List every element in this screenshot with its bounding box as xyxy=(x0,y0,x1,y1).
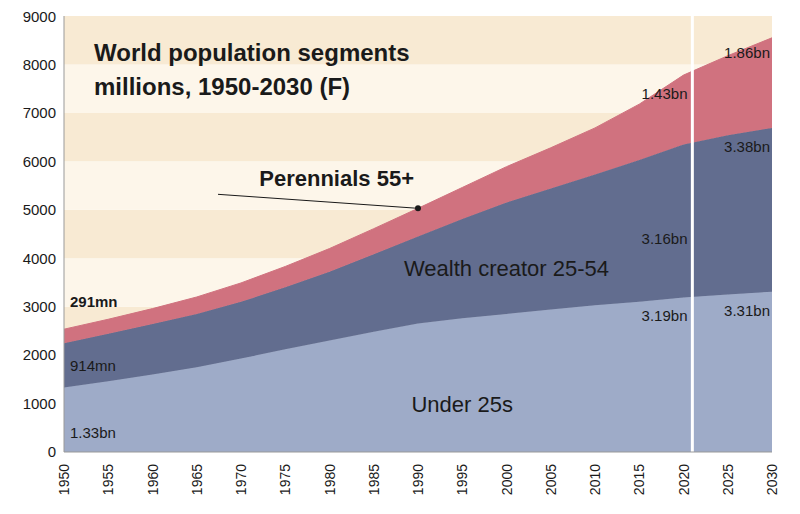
svg-text:3.38bn: 3.38bn xyxy=(724,138,770,155)
svg-text:1000: 1000 xyxy=(23,395,56,412)
svg-text:2000: 2000 xyxy=(499,464,515,495)
svg-text:3000: 3000 xyxy=(23,298,56,315)
html-text:millions, 1950-2030 (F): millions, 1950-2030 (F) xyxy=(94,73,351,100)
svg-text:4000: 4000 xyxy=(23,250,56,267)
svg-text:7000: 7000 xyxy=(23,104,56,121)
svg-text:3.16bn: 3.16bn xyxy=(642,230,688,247)
svg-text:Under 25s: Under 25s xyxy=(411,392,513,417)
svg-text:1975: 1975 xyxy=(277,464,293,495)
svg-text:1995: 1995 xyxy=(454,464,470,495)
svg-text:1970: 1970 xyxy=(233,464,249,495)
svg-text:1985: 1985 xyxy=(366,464,382,495)
html-text:World population segments: World population segments xyxy=(94,39,410,66)
svg-text:6000: 6000 xyxy=(23,153,56,170)
svg-text:1955: 1955 xyxy=(100,464,116,495)
svg-text:3.19bn: 3.19bn xyxy=(642,307,688,324)
svg-text:1.43bn: 1.43bn xyxy=(642,85,688,102)
svg-text:914mn: 914mn xyxy=(70,357,116,374)
svg-text:1.86bn: 1.86bn xyxy=(724,44,770,61)
svg-text:1990: 1990 xyxy=(410,464,426,495)
svg-text:2025: 2025 xyxy=(720,464,736,495)
svg-text:9000: 9000 xyxy=(23,8,56,25)
svg-text:8000: 8000 xyxy=(23,56,56,73)
svg-text:1.33bn: 1.33bn xyxy=(70,424,116,441)
svg-text:1950: 1950 xyxy=(56,464,72,495)
svg-text:1960: 1960 xyxy=(145,464,161,495)
svg-text:291mn: 291mn xyxy=(70,293,118,310)
svg-text:Wealth creator 25-54: Wealth creator 25-54 xyxy=(404,256,609,281)
svg-text:1980: 1980 xyxy=(322,464,338,495)
svg-text:2005: 2005 xyxy=(543,464,559,495)
svg-text:2000: 2000 xyxy=(23,346,56,363)
svg-text:0: 0 xyxy=(48,443,56,460)
svg-text:3.31bn: 3.31bn xyxy=(724,302,770,319)
svg-text:5000: 5000 xyxy=(23,201,56,218)
svg-text:1965: 1965 xyxy=(189,464,205,495)
svg-text:2015: 2015 xyxy=(631,464,647,495)
svg-text:Perennials 55+: Perennials 55+ xyxy=(259,166,414,191)
svg-text:2010: 2010 xyxy=(587,464,603,495)
svg-text:2020: 2020 xyxy=(676,464,692,495)
svg-text:2030: 2030 xyxy=(764,464,780,495)
